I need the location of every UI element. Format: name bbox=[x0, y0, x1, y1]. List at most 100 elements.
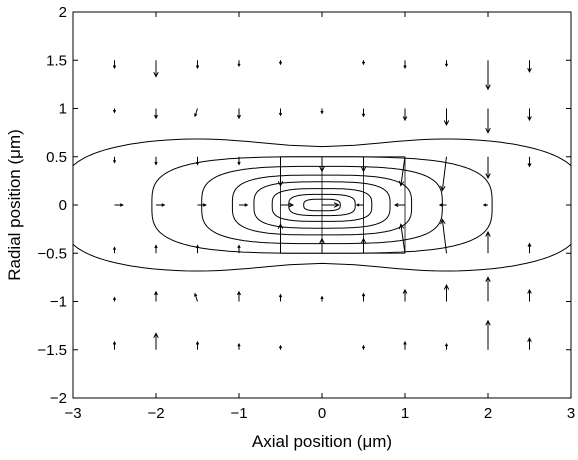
vector-arrow bbox=[153, 332, 159, 350]
vector-arrow bbox=[444, 60, 449, 68]
y-tick-label: −1 bbox=[50, 294, 67, 311]
vector-arrow bbox=[361, 108, 366, 118]
vector-arrow bbox=[277, 223, 284, 254]
vector-arrow bbox=[440, 218, 447, 254]
x-axis-title: Axial position (μm) bbox=[252, 432, 392, 451]
vector-arrow bbox=[527, 60, 532, 73]
vector-arrow bbox=[195, 60, 200, 70]
vector-arrow bbox=[154, 108, 158, 120]
vector-arrow bbox=[239, 203, 249, 207]
vector-arrow bbox=[393, 202, 405, 208]
x-tick-label: −2 bbox=[147, 405, 164, 422]
vector-arrow bbox=[485, 276, 491, 302]
vector-arrow bbox=[527, 242, 532, 254]
vector-arrow bbox=[485, 108, 491, 134]
vector-arrow bbox=[402, 288, 408, 302]
vector-arrow bbox=[194, 108, 198, 118]
y-tick-label: 2 bbox=[59, 4, 67, 21]
vector-arrow bbox=[112, 108, 117, 114]
vector-arrow bbox=[112, 296, 117, 302]
vector-arrow bbox=[527, 156, 532, 168]
y-tick-label: 0.5 bbox=[46, 149, 67, 166]
contour-line bbox=[73, 138, 571, 272]
vector-arrow bbox=[195, 340, 200, 350]
vector-arrow bbox=[443, 108, 450, 127]
vector-arrow bbox=[154, 290, 158, 302]
contour-line bbox=[303, 198, 341, 212]
x-tick-label: 1 bbox=[401, 405, 409, 422]
y-tick-label: −1.5 bbox=[37, 342, 67, 359]
vector-arrow bbox=[485, 60, 491, 91]
vector-arrow bbox=[237, 108, 241, 120]
y-axis-title: Radial position (μm) bbox=[5, 129, 24, 281]
vector-arrow bbox=[277, 156, 284, 187]
vector-arrow bbox=[114, 203, 124, 207]
vector-arrow bbox=[485, 319, 491, 350]
vector-arrow bbox=[195, 244, 200, 254]
vector-arrow bbox=[112, 60, 117, 70]
vector-arrow bbox=[403, 340, 407, 350]
vector-arrow bbox=[361, 344, 366, 350]
x-tick-label: −1 bbox=[230, 405, 247, 422]
vector-arrow bbox=[320, 295, 324, 302]
vector-arrow bbox=[153, 60, 159, 78]
vector-arrow bbox=[237, 156, 241, 166]
contour-line bbox=[271, 188, 373, 222]
y-tick-label: −2 bbox=[50, 390, 67, 407]
vector-arrow bbox=[360, 237, 367, 254]
vector-arrow bbox=[527, 108, 532, 122]
vector-arrow bbox=[482, 203, 488, 207]
vector-arrow bbox=[355, 203, 364, 207]
contour-line bbox=[231, 174, 413, 236]
y-tick-label: 0 bbox=[59, 197, 67, 214]
x-tick-label: −3 bbox=[64, 405, 81, 422]
tick-layer: −3 −2 −1 0 1 2 3−2−1.5−1−0.500.511.52 bbox=[37, 4, 575, 422]
y-tick-label: 1 bbox=[59, 101, 67, 118]
vector-arrow bbox=[322, 202, 340, 208]
contour-line bbox=[253, 181, 391, 229]
vector-arrow bbox=[156, 203, 166, 207]
vector-arrow bbox=[403, 60, 407, 70]
vector-arrow bbox=[278, 60, 283, 66]
vector-arrow bbox=[112, 246, 117, 254]
field-line-layer bbox=[280, 156, 406, 254]
vector-arrow bbox=[237, 60, 241, 68]
vector-arrow bbox=[361, 292, 366, 302]
x-tick-label: 2 bbox=[484, 405, 492, 422]
vector-arrow bbox=[319, 156, 325, 173]
vector-arrow bbox=[154, 244, 158, 254]
contour-line bbox=[151, 156, 493, 254]
vector-arrow bbox=[237, 342, 241, 350]
vector-arrow bbox=[194, 292, 198, 302]
x-tick-label: 0 bbox=[318, 405, 326, 422]
vector-arrow bbox=[237, 290, 241, 302]
vector-arrow bbox=[278, 344, 283, 350]
vector-arrow bbox=[195, 156, 200, 166]
x-tick-label: 3 bbox=[567, 405, 575, 422]
vector-arrow bbox=[197, 203, 207, 207]
vector-arrow bbox=[398, 156, 406, 187]
vector-arrow bbox=[440, 156, 447, 192]
vector-arrow bbox=[154, 156, 158, 166]
contour-layer bbox=[73, 138, 571, 272]
vector-arrow bbox=[360, 156, 367, 173]
vector-arrow bbox=[237, 244, 241, 254]
vector-arrow bbox=[398, 223, 406, 254]
vector-arrow bbox=[438, 203, 447, 207]
vector-arrow bbox=[278, 293, 283, 302]
y-tick-label: 1.5 bbox=[46, 52, 67, 69]
vector-arrow bbox=[320, 108, 324, 115]
vector-arrow bbox=[402, 108, 408, 122]
vector-arrow bbox=[361, 60, 366, 66]
vector-arrow bbox=[444, 342, 449, 350]
vector-arrow bbox=[112, 156, 117, 164]
vector-arrow bbox=[485, 230, 491, 254]
vector-arrow bbox=[485, 156, 491, 180]
vector-arrow bbox=[319, 237, 325, 254]
vector-arrow bbox=[527, 337, 532, 350]
vector-arrow bbox=[280, 202, 295, 208]
vector-arrow bbox=[112, 340, 117, 350]
vector-arrow bbox=[527, 288, 532, 302]
vector-arrow bbox=[443, 283, 450, 302]
